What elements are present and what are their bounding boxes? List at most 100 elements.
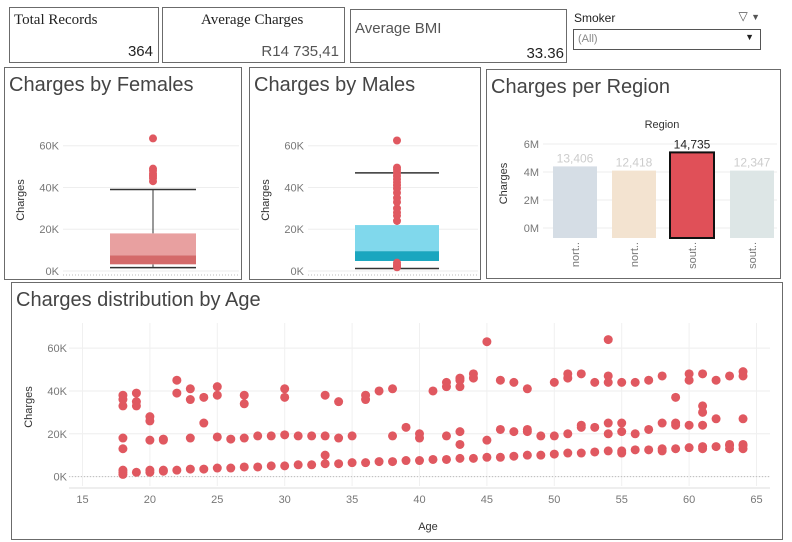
x-tick-label: nort..	[570, 242, 582, 267]
x-tick-label: 45	[481, 494, 493, 506]
scatter-point	[334, 459, 344, 469]
scatter-point	[307, 460, 317, 470]
scatter-point	[563, 369, 573, 379]
scatter-point	[711, 442, 721, 452]
scatter-point	[468, 453, 478, 463]
scatter-point	[738, 367, 748, 377]
scatter-point	[145, 412, 155, 422]
box-upper	[355, 225, 439, 252]
scatter-point	[172, 465, 182, 475]
scatter-point	[725, 371, 735, 381]
scatter-point	[698, 369, 708, 379]
smoker-select[interactable]: (All) ▼	[573, 29, 761, 50]
scatter-point	[590, 447, 600, 457]
scatter-point	[603, 377, 613, 387]
males-box-chart: 0K 20K 40K 60K Charges	[260, 136, 478, 278]
scatter-point	[603, 335, 613, 345]
scatter-point	[280, 430, 290, 440]
scatter-point	[455, 453, 465, 463]
scatter-point	[374, 386, 384, 396]
x-tick-label: 20	[144, 494, 156, 506]
y-tick-label: 40K	[39, 182, 59, 194]
scatter-point	[657, 418, 667, 428]
age-panel: Charges distribution by Age 0K 20K 40K 60K 1…	[11, 282, 783, 540]
scatter-point	[253, 462, 263, 472]
y-axis-label: Charges	[23, 386, 35, 428]
scatter-point	[455, 439, 465, 449]
x-tick-label: nort..	[629, 242, 641, 267]
scatter-point	[185, 464, 195, 474]
box-lower	[355, 251, 439, 261]
scatter-point	[118, 444, 128, 454]
kpi-title: Average BMI	[355, 20, 442, 37]
scatter-point	[536, 450, 546, 460]
scatter-point	[320, 459, 330, 469]
kpi-total-records: Total Records 364	[9, 7, 159, 63]
scatter-point	[711, 414, 721, 424]
scatter-point	[698, 420, 708, 430]
scatter-point	[684, 375, 694, 385]
funnel-icon[interactable]: ▽	[738, 9, 748, 23]
scatter-point	[630, 429, 640, 439]
scatter-point	[212, 390, 222, 400]
scatter-point	[671, 418, 681, 428]
scatter-point	[468, 369, 478, 379]
x-tick-label: 55	[616, 494, 628, 506]
smoker-filter: Smoker ▽ ▼ (All) ▼	[570, 8, 766, 60]
kpi-average-bmi: Average BMI 33.36	[350, 9, 567, 63]
y-axis-label: Charges	[260, 179, 272, 221]
scatter-point	[145, 465, 155, 475]
scatter-point	[158, 434, 168, 444]
scatter-point	[212, 432, 222, 442]
y-tick-label: 2M	[524, 195, 539, 207]
scatter-point	[698, 407, 708, 417]
filter-label: Smoker	[574, 11, 616, 25]
scatter-point	[293, 460, 303, 470]
scatter-point	[145, 435, 155, 445]
scatter-point	[199, 392, 209, 402]
chart-title: Charges by Males	[254, 74, 416, 96]
scatter-point	[671, 392, 681, 402]
scatter-point	[388, 384, 398, 394]
bar-value-label: 13,406	[557, 151, 594, 165]
chevron-down-icon[interactable]: ▼	[745, 32, 754, 42]
y-tick-label: 0K	[291, 266, 305, 278]
region-panel: Charges per Region Region 0M 2M 4M 6M Charges…	[486, 69, 781, 279]
scatter-point	[361, 458, 371, 468]
kpi-value: 33.36	[526, 45, 564, 62]
scatter-point	[212, 463, 222, 473]
scatter-point	[388, 431, 398, 441]
triangle-down-icon[interactable]: ▼	[751, 12, 760, 22]
scatter-point	[698, 444, 708, 454]
males-panel: Charges by Males 0K 20K 40K 60K Charges	[249, 67, 481, 280]
y-tick-label: 60K	[39, 141, 59, 153]
scatter-point	[495, 424, 505, 434]
filter-icons[interactable]: ▽ ▼	[739, 9, 761, 23]
scatter-point	[199, 464, 209, 474]
scatter-point	[711, 375, 721, 385]
scatter-point	[698, 401, 708, 411]
scatter-point	[603, 371, 613, 381]
scatter-point	[603, 429, 613, 439]
y-tick-label: 20K	[284, 224, 304, 236]
scatter-point	[226, 434, 236, 444]
region-bar	[553, 166, 597, 238]
region-bar	[669, 151, 715, 239]
scatter-point	[415, 456, 424, 466]
kpi-title: Average Charges	[201, 12, 304, 28]
bar-value-label: 12,418	[616, 156, 653, 170]
y-axis-label: Charges	[15, 179, 27, 221]
scatter-point	[671, 444, 681, 454]
outlier-point	[393, 204, 401, 213]
bar-value-label: 12,347	[734, 156, 771, 170]
scatter-point	[347, 431, 357, 441]
scatter-point	[334, 433, 344, 443]
scatter-point	[563, 448, 573, 458]
scatter-point	[482, 452, 492, 462]
y-tick-label: 0K	[46, 266, 60, 278]
scatter-point	[576, 448, 586, 458]
scatter-point	[131, 397, 141, 407]
scatter-point	[239, 390, 249, 400]
y-tick-label: 20K	[47, 429, 67, 441]
scatter-point	[441, 377, 451, 387]
